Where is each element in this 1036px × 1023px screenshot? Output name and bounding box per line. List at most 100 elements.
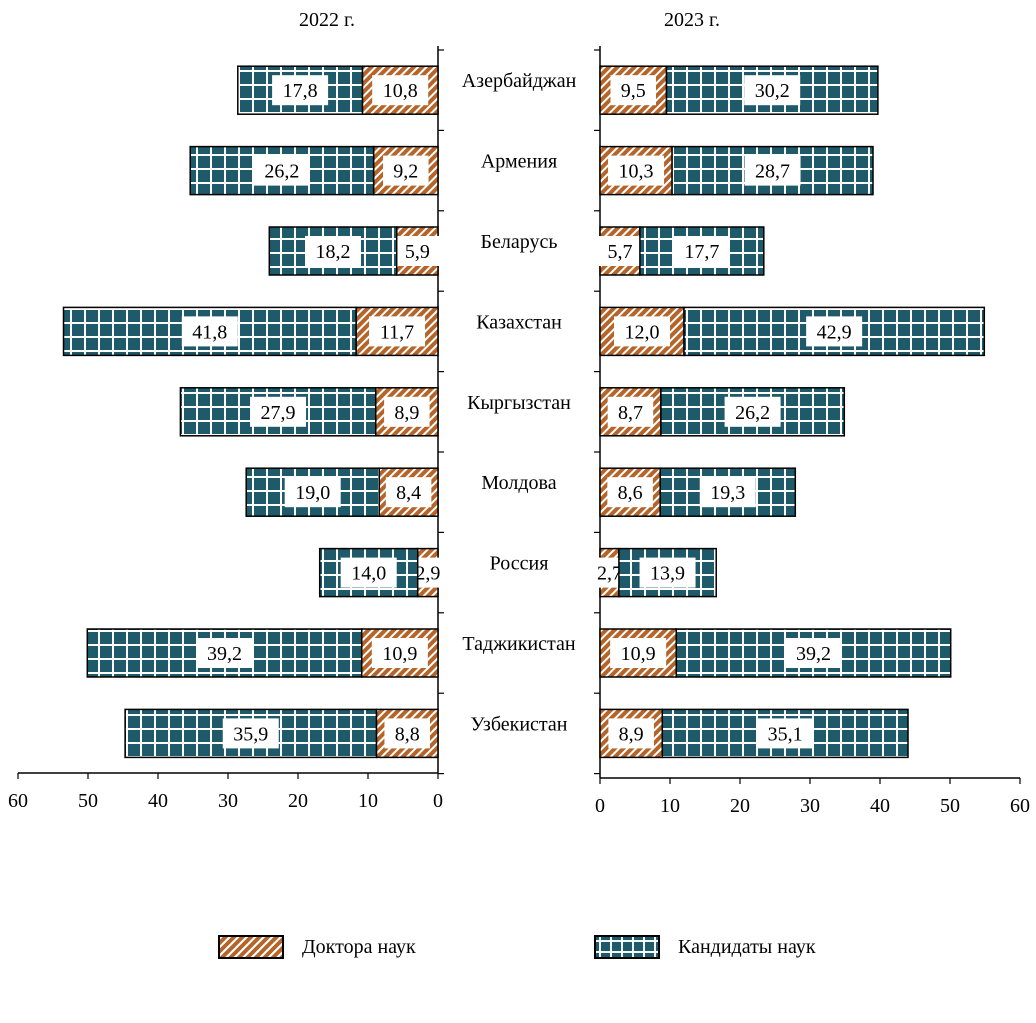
data-label-box <box>384 396 430 427</box>
data-label: 2,9 <box>415 563 440 585</box>
data-label: 10,8 <box>383 80 418 102</box>
data-label: 19,3 <box>710 482 745 504</box>
data-label: 26,2 <box>735 402 770 424</box>
data-label-box <box>607 477 653 508</box>
x-tick-label: 60 <box>1010 795 1030 817</box>
category-label: Армения <box>481 151 557 173</box>
category-label: Кыргызстан <box>467 392 571 414</box>
data-label: 18,2 <box>316 241 351 263</box>
data-label-box <box>610 638 667 668</box>
data-label: 8,7 <box>618 402 643 424</box>
data-label-box <box>614 316 670 347</box>
data-label-box <box>724 396 781 427</box>
legend-swatch-candidates <box>594 935 660 959</box>
category-label: Беларусь <box>481 231 558 253</box>
data-label: 9,2 <box>393 161 418 183</box>
category-label: Молдова <box>481 472 556 494</box>
data-label-box <box>699 477 756 508</box>
category-label: Россия <box>490 553 549 575</box>
x-tick-label: 20 <box>730 795 750 817</box>
data-label-box <box>394 236 441 266</box>
data-label-box <box>673 236 730 266</box>
data-label: 5,7 <box>607 241 632 263</box>
legend-label-candidates: Кандидаты наук <box>678 935 816 958</box>
x-tick-label: 30 <box>218 790 238 812</box>
data-label: 41,8 <box>192 321 227 343</box>
x-tick-label: 0 <box>433 790 443 812</box>
data-label: 27,9 <box>261 402 296 424</box>
category-label: Таджикистан <box>462 633 575 655</box>
data-label: 28,7 <box>755 161 790 183</box>
data-label: 10,9 <box>621 643 656 665</box>
x-tick-label: 40 <box>148 790 168 812</box>
data-label: 8,9 <box>394 402 419 424</box>
data-label-box <box>785 638 842 668</box>
data-label-box <box>806 316 863 347</box>
x-tick-label: 20 <box>288 790 308 812</box>
data-label-box <box>597 236 643 266</box>
data-label-box <box>371 638 428 668</box>
category-label: Узбекистан <box>471 713 568 735</box>
data-label: 30,2 <box>755 80 790 102</box>
data-label: 19,0 <box>295 482 330 504</box>
x-tick-label: 50 <box>78 790 98 812</box>
panel-title: 2022 г. <box>299 9 355 31</box>
data-label: 17,8 <box>283 80 318 102</box>
data-label: 8,9 <box>619 723 644 745</box>
data-label: 10,9 <box>382 643 417 665</box>
data-label-box <box>250 396 307 427</box>
data-label: 35,1 <box>768 723 803 745</box>
data-label: 26,2 <box>264 161 299 183</box>
category-label: Казахстан <box>476 311 562 333</box>
data-label-box <box>757 718 814 749</box>
data-label: 12,0 <box>625 321 660 343</box>
x-tick-label: 0 <box>595 795 605 817</box>
panel-title: 2023 г. <box>664 9 720 31</box>
data-label: 17,7 <box>684 241 719 263</box>
data-label: 10,3 <box>619 161 654 183</box>
data-label-box <box>253 155 310 186</box>
data-label-box <box>610 75 656 106</box>
data-label-box <box>369 316 426 347</box>
category-label: Азербайджан <box>462 70 577 92</box>
x-tick-label: 10 <box>660 795 680 817</box>
data-label: 8,4 <box>396 482 421 504</box>
data-label: 8,8 <box>395 723 420 745</box>
data-label: 14,0 <box>351 563 386 585</box>
data-label-box <box>196 638 253 668</box>
data-label: 5,9 <box>405 241 430 263</box>
data-label-box <box>372 75 429 106</box>
legend-item-doctors: Доктора наук <box>218 935 416 959</box>
data-label-box <box>305 236 361 266</box>
data-label-box <box>340 557 397 588</box>
data-label-box <box>744 155 801 186</box>
data-label-box <box>384 718 430 749</box>
x-tick-label: 40 <box>870 795 890 817</box>
data-label: 2,7 <box>597 563 622 585</box>
data-label-box <box>639 557 696 588</box>
data-label: 39,2 <box>207 643 242 665</box>
data-label-box <box>222 718 279 749</box>
data-label: 35,9 <box>233 723 268 745</box>
data-label-box <box>284 477 341 508</box>
data-label-box <box>383 155 429 186</box>
x-tick-label: 30 <box>800 795 820 817</box>
data-label-box <box>608 718 654 749</box>
data-label: 9,5 <box>621 80 646 102</box>
data-label-box <box>385 477 432 508</box>
data-label-box <box>608 155 665 186</box>
data-label-box <box>272 75 329 106</box>
data-label: 13,9 <box>650 563 685 585</box>
legend: Доктора наук Кандидаты наук <box>0 935 1036 975</box>
chart: 2022 г. 2023 г. 0 10 20 30 40 50 60 0 10 20 30 40 50 60… <box>8 9 1030 817</box>
x-tick-label: 60 <box>8 790 28 812</box>
legend-item-candidates: Кандидаты наук <box>594 935 816 959</box>
data-label-box <box>607 396 654 427</box>
data-label: 11,7 <box>380 321 414 343</box>
legend-swatch-doctors <box>218 935 284 959</box>
legend-label-doctors: Доктора наук <box>302 935 416 958</box>
x-tick-label: 10 <box>358 790 378 812</box>
x-tick-label: 50 <box>940 795 960 817</box>
data-label-box <box>744 75 801 106</box>
data-label-box <box>181 316 238 347</box>
